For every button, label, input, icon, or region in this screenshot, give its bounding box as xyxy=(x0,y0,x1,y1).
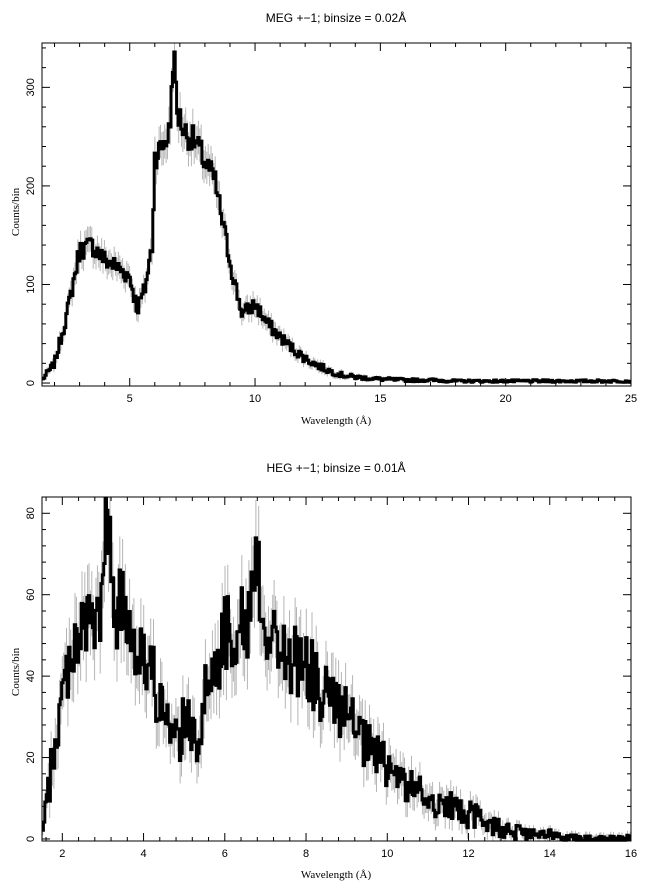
x-tick-label: 14 xyxy=(544,848,556,860)
y-tick-label: 0 xyxy=(25,380,37,386)
y-axis-label: Counts/bin xyxy=(10,187,22,236)
x-tick-label: 12 xyxy=(462,848,474,860)
chart-title: MEG +−1; binsize = 0.02Å xyxy=(266,10,406,25)
x-tick-label: 15 xyxy=(374,393,386,405)
error-band xyxy=(42,43,631,384)
x-tick-label: 20 xyxy=(500,393,512,405)
y-tick-label: 20 xyxy=(25,751,37,763)
x-tick-label: 8 xyxy=(303,848,309,860)
x-tick-label: 25 xyxy=(625,393,637,405)
x-tick-label: 10 xyxy=(381,848,393,860)
spectrum-series-line xyxy=(41,50,632,384)
y-axis-ticks: 0 20 40 60 80 xyxy=(25,496,631,842)
x-tick-label: 6 xyxy=(222,848,228,860)
y-tick-label: 300 xyxy=(25,78,37,96)
y-axis-label: Counts/bin xyxy=(10,647,22,696)
x-axis-ticks: 2 4 6 8 10 12 14 16 xyxy=(45,497,637,860)
x-tick-label: 16 xyxy=(625,848,637,860)
y-axis-ticks: 0 100 200 300 xyxy=(25,47,631,386)
y-tick-label: 200 xyxy=(25,177,37,195)
y-tick-label: 40 xyxy=(25,670,37,682)
x-axis-label: Wavelength (Å) xyxy=(301,415,372,427)
meg-spectrum-panel: MEG +−1; binsize = 0.02Å 5 10 15 20 25 0 100 2… xyxy=(10,10,637,427)
heg-spectrum-panel: HEG +−1; binsize = 0.01Å 2 4 6 8 10 12 14 16 0 2… xyxy=(10,460,637,881)
chart-title: HEG +−1; binsize = 0.01Å xyxy=(266,460,405,475)
error-band xyxy=(42,497,631,841)
y-tick-label: 60 xyxy=(25,589,37,601)
plot-frame xyxy=(41,42,632,387)
x-tick-label: 2 xyxy=(59,848,65,860)
plot-frame xyxy=(41,496,632,842)
x-tick-label: 5 xyxy=(127,393,133,405)
spectrum-series-line xyxy=(41,496,632,842)
x-axis-label: Wavelength (Å) xyxy=(301,869,372,881)
x-axis-ticks: 5 10 15 20 25 xyxy=(54,43,637,405)
x-tick-label: 10 xyxy=(249,393,261,405)
y-tick-label: 80 xyxy=(25,507,37,519)
x-tick-label: 4 xyxy=(140,848,146,860)
y-tick-label: 0 xyxy=(25,836,37,842)
y-tick-label: 100 xyxy=(25,275,37,293)
